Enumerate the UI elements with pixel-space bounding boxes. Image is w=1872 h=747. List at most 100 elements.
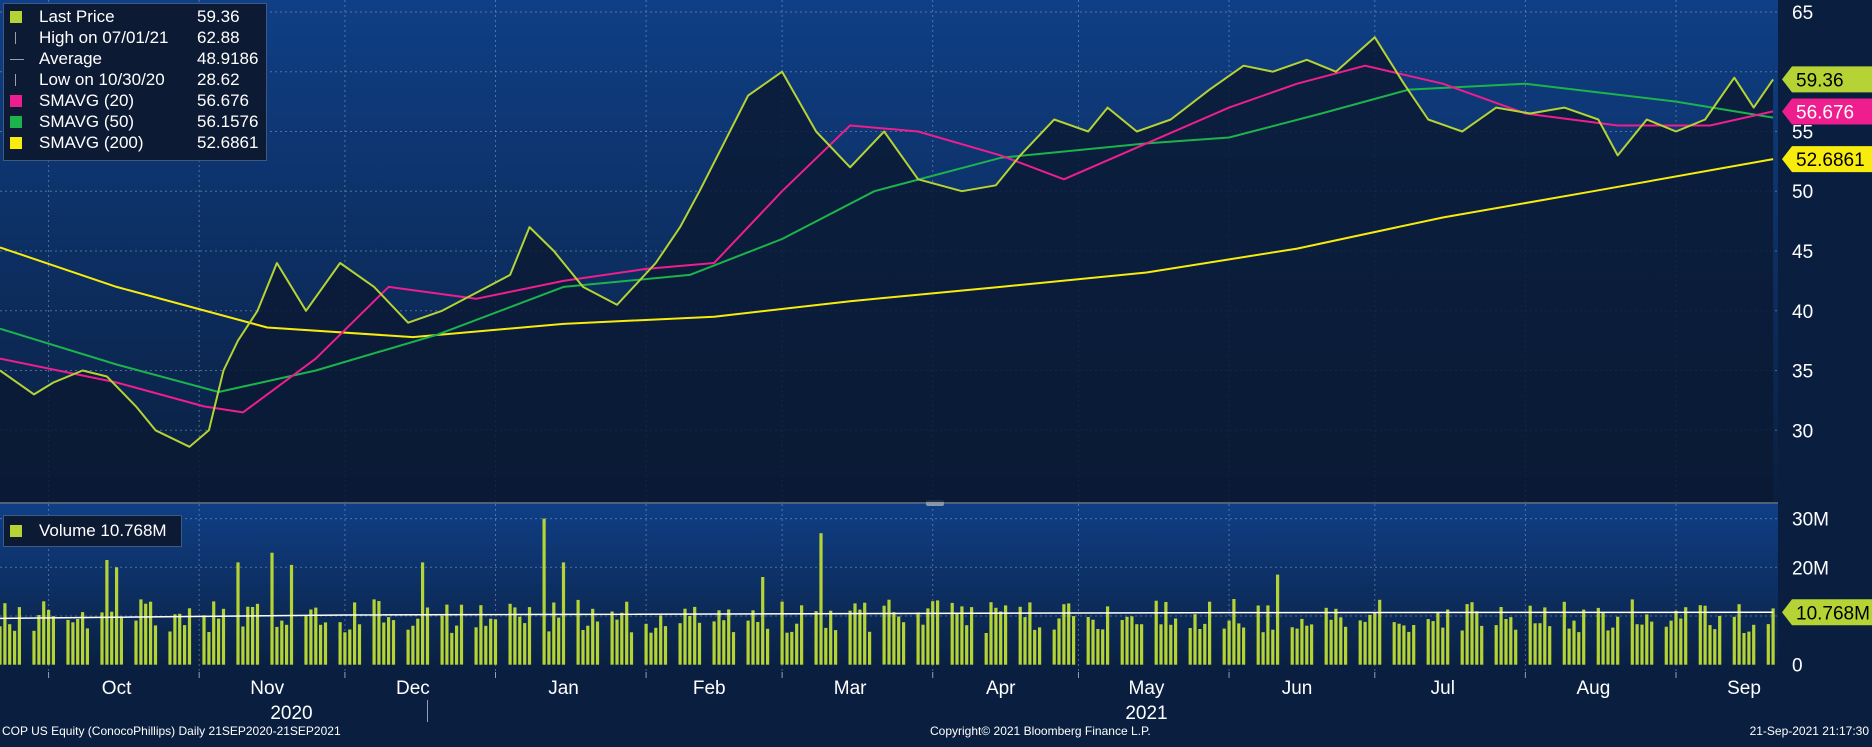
legend-value: 56.1576 — [197, 112, 259, 131]
volume-bar — [1038, 627, 1042, 665]
volume-bar — [1582, 609, 1586, 665]
volume-bar — [1057, 618, 1061, 665]
legend-marker-icon — [10, 95, 22, 107]
volume-bar — [620, 612, 624, 665]
volume-bar — [1431, 621, 1435, 665]
volume-bar — [168, 631, 172, 665]
volume-bar — [207, 632, 211, 665]
volume-bar — [319, 624, 323, 665]
volume-bar — [1208, 601, 1212, 665]
legend-value: 59.36 — [197, 7, 240, 26]
volume-bar — [1572, 620, 1576, 665]
volume-bar — [644, 623, 648, 665]
volume-bar — [1528, 605, 1532, 665]
volume-bar — [1718, 615, 1722, 665]
high-tick-icon — [15, 32, 16, 44]
volume-bar — [1737, 604, 1741, 665]
volume-bar — [314, 607, 318, 665]
price-y-tick-label: 35 — [1792, 362, 1813, 383]
volume-bar — [756, 622, 760, 665]
price-legend: Last Price 59.36 High on 07/01/21 62.88 … — [3, 3, 267, 161]
volume-bar — [508, 603, 512, 665]
volume-bar — [1436, 611, 1440, 665]
series-line-smavg-20- — [0, 64, 1774, 414]
volume-bar — [1679, 618, 1683, 665]
volume-bar — [100, 612, 104, 665]
volume-bar — [1548, 626, 1552, 665]
volume-bar — [795, 623, 799, 665]
volume-bar — [455, 625, 459, 665]
legend-row-smavg-20: SMAVG (20) 56.676 — [4, 91, 266, 111]
x-month-label: Sep — [1727, 678, 1761, 699]
volume-bar — [751, 610, 755, 665]
volume-bar — [697, 622, 702, 665]
volume-bar — [1446, 609, 1450, 665]
volume-bar — [275, 626, 279, 665]
volume-bar — [391, 620, 396, 665]
x-month-label: Oct — [102, 678, 132, 699]
volume-bar — [1533, 623, 1537, 665]
volume-bar — [1154, 600, 1158, 665]
legend-value: 52.6861 — [197, 133, 259, 152]
volume-bar — [338, 622, 342, 665]
volume-bar — [819, 533, 823, 665]
volume-bar — [1169, 624, 1173, 665]
volume-bar — [149, 601, 153, 665]
volume-bar — [1407, 631, 1411, 665]
volume-bar — [1300, 618, 1304, 665]
volume-bar — [1766, 624, 1770, 665]
volume-bar — [561, 562, 566, 665]
volume-bar — [1091, 619, 1095, 665]
volume-bar — [746, 620, 750, 665]
volume-bar — [1067, 603, 1071, 665]
volume-bar — [1310, 624, 1314, 665]
volume-bar — [1018, 606, 1022, 665]
volume-bar — [800, 605, 804, 665]
volume-bar — [1295, 628, 1299, 665]
volume-y-tick-label: 30M — [1792, 510, 1829, 531]
volume-bar — [731, 632, 736, 665]
volume-bar — [936, 600, 940, 665]
volume-bar — [892, 612, 896, 665]
volume-legend: Volume 10.768M — [3, 515, 182, 547]
volume-bar — [255, 603, 260, 665]
volume-bar — [270, 552, 274, 665]
volume-bar — [13, 630, 17, 665]
volume-bar — [1261, 632, 1265, 665]
volume-bar — [406, 629, 410, 665]
volume-bar — [1742, 633, 1746, 665]
volume-bar — [425, 607, 430, 665]
volume-bar — [1392, 622, 1396, 665]
volume-bar — [51, 616, 55, 665]
volume-bar — [1650, 621, 1654, 665]
volume-bar — [1630, 599, 1634, 665]
volume-bar — [1684, 607, 1688, 665]
volume-bar — [489, 618, 493, 665]
volume-bar — [814, 611, 818, 665]
x-month-label: Feb — [693, 678, 726, 699]
volume-bar — [1188, 628, 1192, 665]
volume-bar — [955, 613, 959, 665]
volume-bar — [678, 623, 682, 665]
volume-bar — [1480, 625, 1484, 665]
volume-bar — [1465, 604, 1469, 665]
volume-bar — [766, 628, 770, 665]
volume-bar — [1159, 624, 1163, 665]
volume-bar — [970, 607, 974, 665]
price-value-tag — [1782, 66, 1872, 93]
x-month-label: Mar — [834, 678, 867, 699]
volume-bar — [965, 625, 969, 665]
volume-bar — [1635, 624, 1639, 665]
volume-bar — [1072, 616, 1076, 665]
volume-bar — [853, 603, 857, 665]
volume-bar — [1708, 625, 1712, 665]
volume-bar — [440, 615, 444, 665]
volume-bar — [523, 623, 527, 665]
volume-bar — [1198, 629, 1202, 665]
legend-value: 62.88 — [197, 28, 240, 47]
footer-copyright: Copyright© 2021 Bloomberg Finance L.P. — [930, 724, 1151, 738]
legend-row-low: Low on 10/30/20 28.62 — [4, 70, 266, 90]
x-year-label: 2020 — [270, 703, 312, 724]
volume-bar — [1475, 611, 1479, 665]
volume-bar — [1640, 624, 1644, 665]
